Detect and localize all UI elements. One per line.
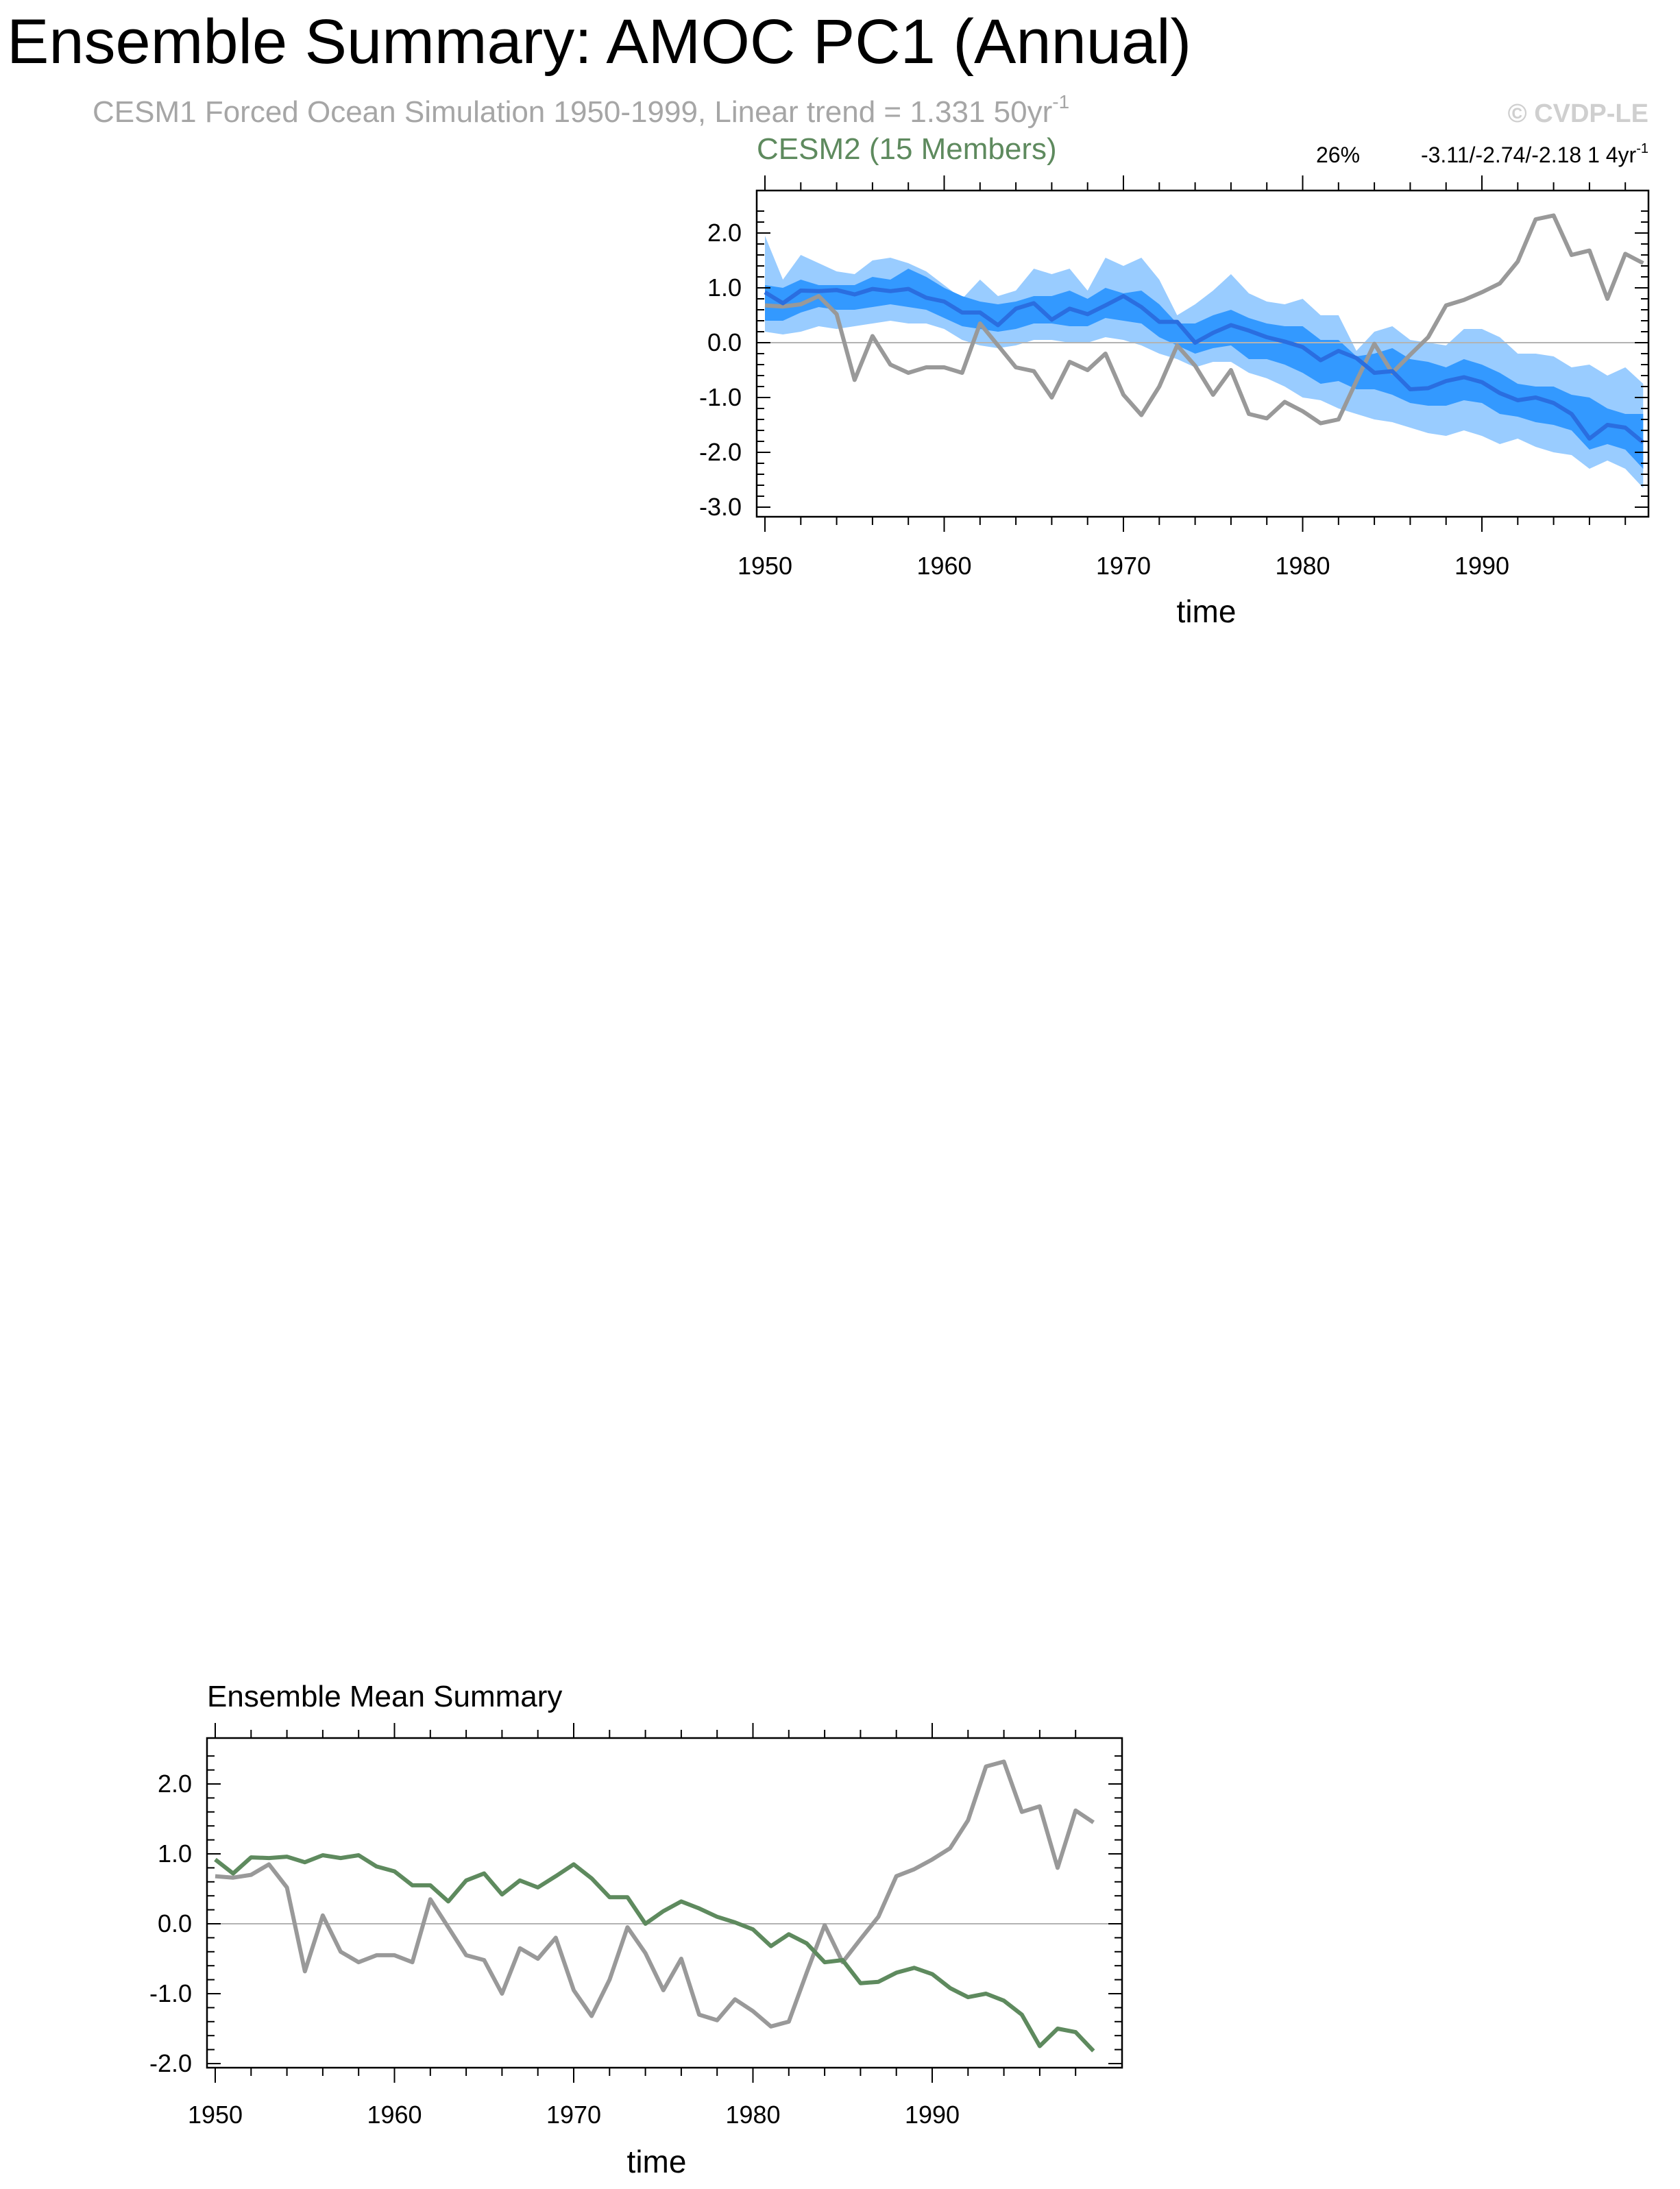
- ensmean-y-tick-label: 1.0: [158, 1839, 192, 1868]
- ensmean-plot-frame: [206, 1737, 1123, 2069]
- ensmean-plot-area: [207, 1738, 1122, 2068]
- model-y-tick-label: -2.0: [699, 438, 742, 466]
- ensmean-x-tick-label: 1950: [188, 2101, 243, 2129]
- ensmean-y-tick-label: 2.0: [158, 1770, 192, 1798]
- ensemble-mean-panel-xlabel: time: [627, 2144, 687, 2179]
- ensmean-x-tick-label: 1970: [546, 2101, 601, 2129]
- model-x-tick-label: 1960: [916, 552, 971, 580]
- trend-range-text: -3.11/-2.74/-2.18 1 4yr: [1421, 143, 1637, 167]
- figure-subtitle: CESM1 Forced Ocean Simulation 1950-1999,…: [93, 91, 1069, 129]
- outer-spread-band: [765, 236, 1644, 488]
- ensmean-x-tick-label: 1960: [367, 2101, 422, 2129]
- ensmean-y-tick-label: 0.0: [158, 1909, 192, 1937]
- ensmean-observed-line: [215, 1759, 1095, 2029]
- trend-range-label: -3.11/-2.74/-2.18 1 4yr-1: [1421, 141, 1648, 167]
- ensmean-x-tick-label: 1980: [725, 2101, 780, 2129]
- percent-label: 26%: [1316, 143, 1360, 167]
- ensemble-mean-panel-title: Ensemble Mean Summary: [207, 1680, 562, 1713]
- model-x-tick-label: 1990: [1454, 552, 1509, 580]
- model-y-tick-label: 1.0: [707, 273, 742, 302]
- model-x-tick-label: 1980: [1275, 552, 1330, 580]
- model-y-tick-label: 0.0: [707, 328, 742, 356]
- model-ensemble-mean-line: [764, 286, 1645, 444]
- copyright-label: © CVDP-LE: [1508, 99, 1648, 128]
- model-y-tick-label: 2.0: [707, 219, 742, 247]
- model-panel: CESM2 (15 Members) 26% -3.11/-2.74/-2.18…: [699, 132, 1650, 629]
- ensmean-ensemble-mean-line: [214, 1853, 1095, 2053]
- model-panel-title: CESM2 (15 Members): [757, 132, 1057, 166]
- model-x-tick-label: 1950: [738, 552, 792, 580]
- inner-spread-band: [765, 269, 1644, 469]
- model-observed-line: [764, 213, 1644, 426]
- ensmean-y-tick-label: -2.0: [149, 2049, 192, 2077]
- ensemble-mean-panel: Ensemble Mean Summary 1950 1960 1970 1980 19…: [149, 1680, 1123, 2179]
- figure-subtitle-text: CESM1 Forced Ocean Simulation 1950-1999,…: [93, 95, 1052, 129]
- ensmean-x-tick-label: 1990: [905, 2101, 960, 2129]
- model-y-tick-label: -3.0: [699, 493, 742, 521]
- model-y-tick-label: -1.0: [699, 383, 742, 411]
- ensmean-y-tick-label: -1.0: [149, 1979, 192, 2007]
- figure-title: Ensemble Summary: AMOC PC1 (Annual): [7, 7, 1191, 77]
- figure-subtitle-superscript: -1: [1052, 91, 1069, 112]
- model-panel-xlabel: time: [1177, 594, 1237, 629]
- trend-range-superscript: -1: [1636, 141, 1648, 156]
- model-x-tick-label: 1970: [1096, 552, 1151, 580]
